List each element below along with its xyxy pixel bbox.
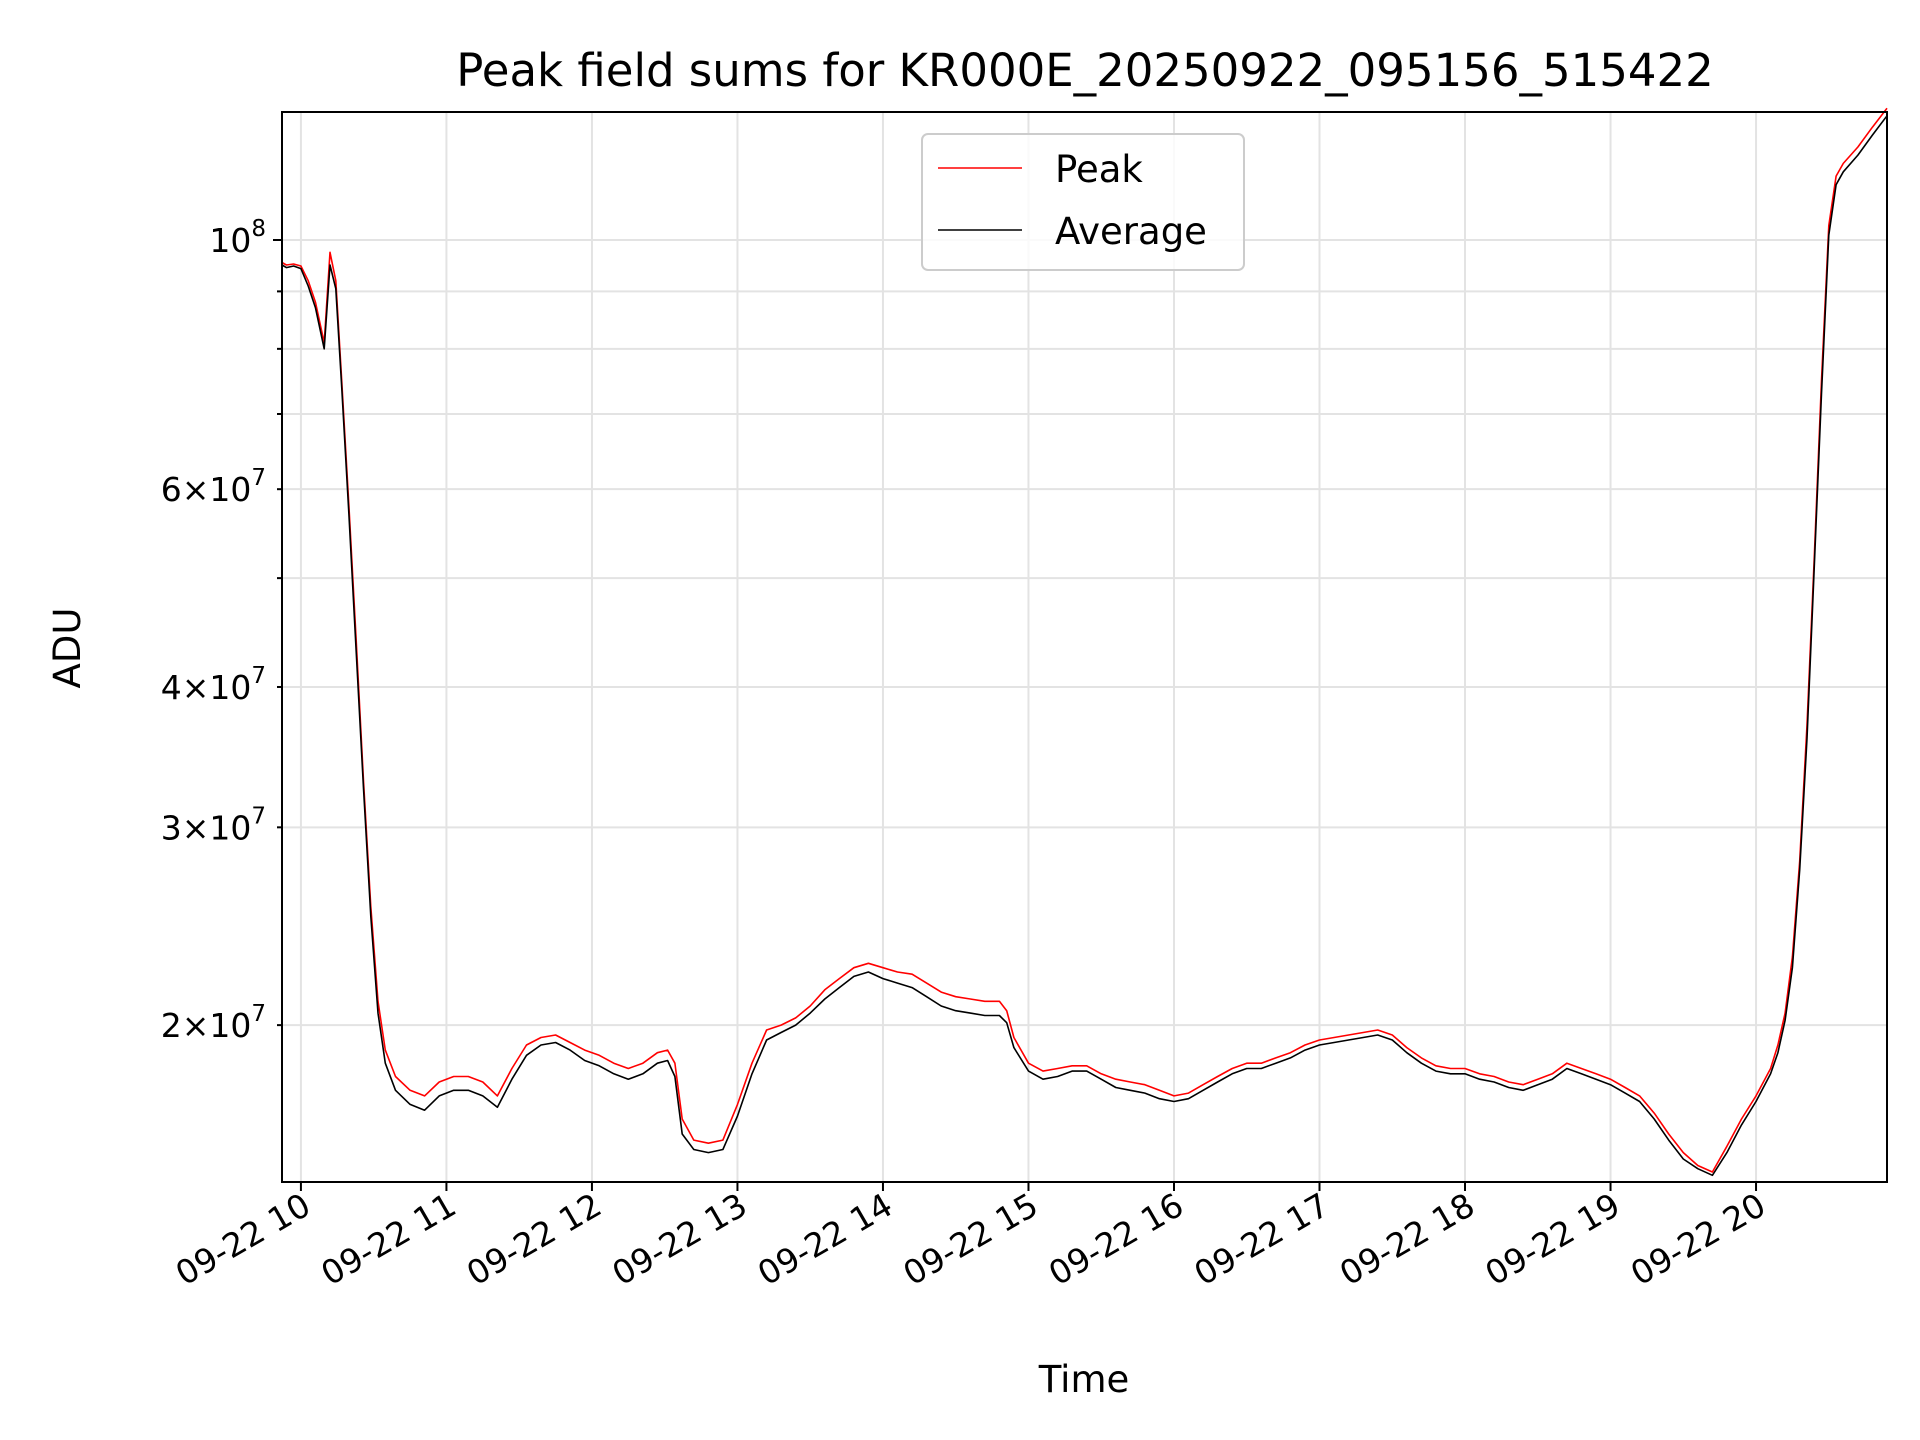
y-tick-mant: 4 [161, 668, 182, 707]
y-tick-exp: 7 [251, 803, 266, 829]
y-tick-label: 3×107 [161, 803, 266, 847]
y-tick-base: 10 [209, 221, 251, 260]
series-line-average [281, 115, 1888, 1177]
legend-label-average: Average [1055, 210, 1207, 253]
legend-label-peak: Peak [1055, 148, 1143, 191]
y-tick-mant: 6 [161, 470, 182, 509]
y-tick-base: 10 [209, 1006, 251, 1045]
plot-frame [281, 111, 1888, 1183]
series-group [281, 107, 1888, 1177]
y-tick-mant: 2 [161, 1006, 182, 1045]
y-tick-times: × [182, 470, 210, 509]
y-tick-base: 10 [209, 808, 251, 847]
y-tick-exp: 7 [251, 1001, 266, 1027]
y-tick-exponent: 8 [251, 216, 266, 242]
y-tick-times: × [182, 668, 210, 707]
y-tick-base: 10 [209, 470, 251, 509]
y-tick-label: 108 [209, 216, 266, 260]
y-tick-exp: 7 [251, 465, 266, 491]
y-tick-label: 6×107 [161, 465, 266, 509]
y-tick-label: 2×107 [161, 1001, 266, 1045]
y-axis-label: ADU [46, 608, 89, 689]
grid [282, 112, 1887, 1182]
y-tick-base: 10 [209, 668, 251, 707]
y-tick-times: × [182, 808, 210, 847]
series-line-peak [281, 107, 1888, 1173]
y-tick-exp: 7 [251, 663, 266, 689]
legend: Peak Average [921, 133, 1245, 271]
y-tick-times: × [182, 1006, 210, 1045]
x-axis-label: Time [1038, 1358, 1130, 1401]
y-tick-label: 4×107 [161, 663, 266, 707]
chart-title: Peak field sums for KR000E_20250922_0951… [456, 44, 1714, 97]
y-tick-mant: 3 [161, 808, 182, 847]
